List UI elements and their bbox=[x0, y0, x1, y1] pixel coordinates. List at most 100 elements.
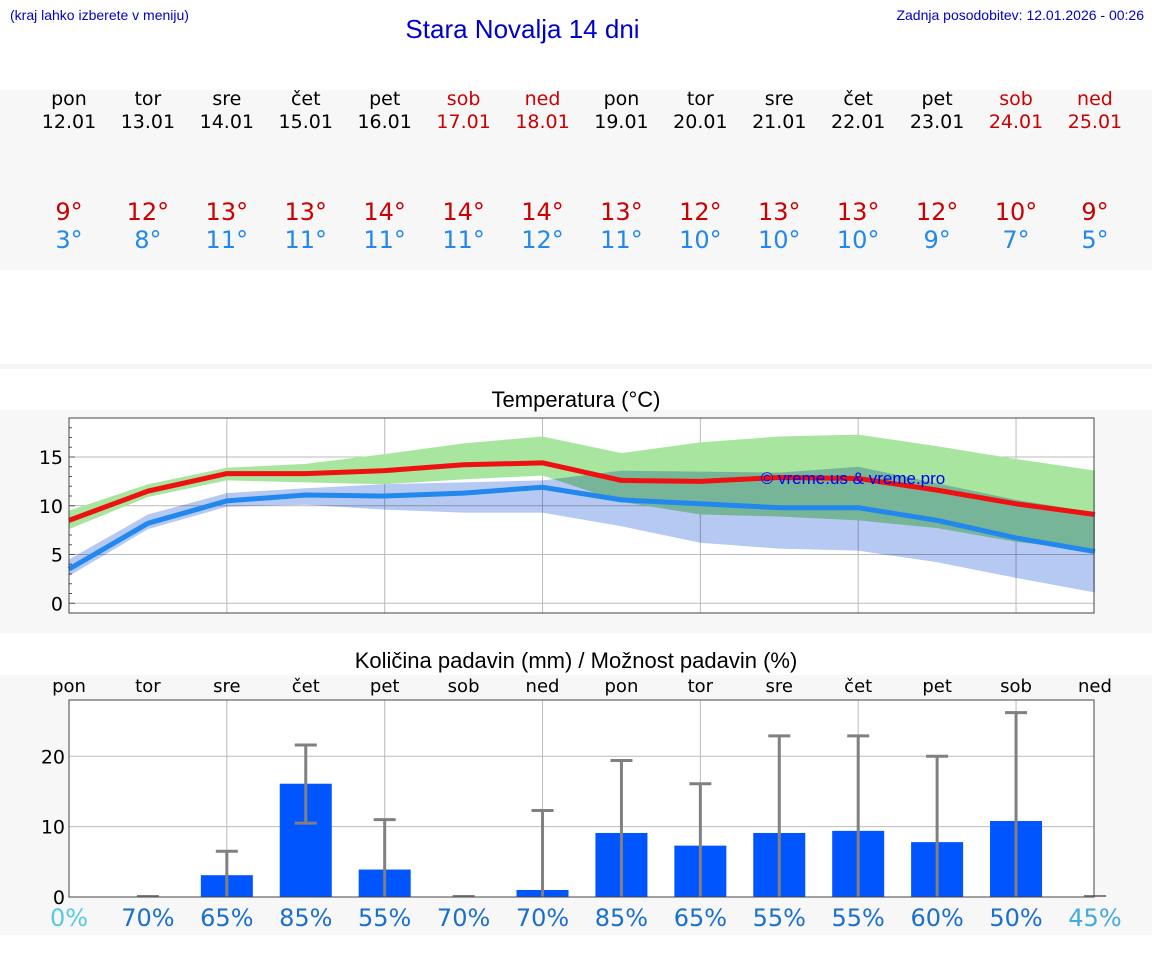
precip-whisker bbox=[689, 782, 712, 897]
precip-day-label: sob bbox=[447, 676, 480, 697]
precip-whisker bbox=[531, 808, 554, 897]
day-name: sob bbox=[999, 88, 1033, 110]
day-name: tor bbox=[134, 88, 162, 110]
temperature-chart-title: Temperatura (°C) bbox=[491, 387, 661, 412]
daily-forecast-strip bbox=[0, 90, 1152, 270]
y-tick-label: 10 bbox=[41, 817, 65, 839]
precip-day-label: pon bbox=[52, 676, 86, 697]
temp-min: 10° bbox=[679, 226, 722, 254]
y-tick-label: 0 bbox=[51, 593, 63, 615]
day-date: 18.01 bbox=[515, 111, 570, 133]
temp-max: 13° bbox=[205, 198, 249, 226]
temp-max: 14° bbox=[442, 198, 485, 226]
precip-probability: 65% bbox=[200, 904, 254, 932]
plot-frame bbox=[68, 699, 1095, 898]
min-range-band bbox=[69, 466, 1095, 593]
precip-probability: 70% bbox=[436, 904, 491, 932]
precip-probability: 70% bbox=[515, 904, 570, 932]
day-name: pet bbox=[921, 88, 953, 110]
temp-max: 9° bbox=[55, 198, 83, 226]
precip-day-label: sre bbox=[213, 676, 241, 697]
temp-min: 11° bbox=[284, 226, 328, 254]
precipitation-chart: 0 10 20 bbox=[41, 699, 1106, 909]
day-date: 13.01 bbox=[120, 111, 176, 133]
day-date: 21.01 bbox=[752, 111, 807, 133]
temp-min: 11° bbox=[600, 226, 643, 254]
day-date: 17.01 bbox=[436, 111, 491, 133]
precip-day-label: pet bbox=[922, 676, 952, 697]
day-date: 23.01 bbox=[909, 111, 965, 133]
day-name: sob bbox=[446, 88, 481, 110]
precip-day-label: čet bbox=[291, 676, 320, 697]
precip-whisker bbox=[294, 743, 317, 825]
temp-min: 10° bbox=[757, 226, 801, 254]
temp-min: 9° bbox=[923, 226, 951, 254]
location-menu-hint: (kraj lahko izberete v meniju) bbox=[10, 7, 189, 23]
precip-probability: 85% bbox=[279, 904, 333, 932]
precip-day-label: sob bbox=[1000, 676, 1032, 697]
precip-probability: 50% bbox=[989, 904, 1043, 932]
separator bbox=[0, 364, 1152, 369]
precip-probability: 55% bbox=[752, 904, 806, 932]
temp-min: 11° bbox=[442, 226, 485, 254]
day-name: pon bbox=[603, 88, 640, 110]
precip-whisker bbox=[926, 754, 949, 897]
page-title: Stara Novalja 14 dni bbox=[405, 14, 640, 44]
y-tick-label: 15 bbox=[39, 447, 63, 469]
day-date: 15.01 bbox=[278, 111, 333, 133]
precip-probability: 45% bbox=[1068, 904, 1122, 932]
temp-max: 12° bbox=[126, 198, 170, 226]
day-date: 16.01 bbox=[357, 111, 412, 133]
day-date: 24.01 bbox=[988, 111, 1044, 133]
day-name: tor bbox=[686, 88, 714, 110]
precip-day-label: tor bbox=[687, 676, 714, 697]
temp-min: 3° bbox=[55, 226, 83, 254]
plot-frame bbox=[68, 417, 1095, 614]
temp-min: 11° bbox=[205, 226, 249, 254]
y-tick-label: 5 bbox=[51, 545, 63, 567]
temp-min: 7° bbox=[1002, 226, 1030, 254]
precip-day-label: ned bbox=[1077, 676, 1112, 697]
precip-probability: 70% bbox=[121, 904, 175, 932]
temp-min: 5° bbox=[1081, 226, 1109, 254]
temp-max: 13° bbox=[284, 198, 328, 226]
day-name: pet bbox=[369, 88, 401, 110]
last-update: Zadnja posodobitev: 12.01.2026 - 00:26 bbox=[896, 7, 1144, 23]
day-date: 20.01 bbox=[673, 111, 728, 133]
precip-probability: 60% bbox=[910, 904, 964, 932]
temperature-chart: 0 5 10 15 © vreme.us & vreme.pro bbox=[39, 417, 1096, 615]
precip-day-label: ned bbox=[525, 676, 560, 697]
precip-probability: 55% bbox=[831, 904, 885, 932]
temp-max: 9° bbox=[1081, 198, 1109, 226]
precip-day-label: tor bbox=[135, 676, 161, 697]
temp-max: 13° bbox=[600, 198, 643, 226]
precip-whisker bbox=[768, 734, 791, 897]
precip-probability: 65% bbox=[673, 904, 728, 932]
day-date: 14.01 bbox=[199, 111, 255, 133]
day-date: 25.01 bbox=[1067, 111, 1123, 133]
temp-min: 8° bbox=[134, 226, 162, 254]
watermark: © vreme.us & vreme.pro bbox=[761, 469, 945, 488]
precip-probability: 55% bbox=[358, 904, 412, 932]
day-date: 19.01 bbox=[594, 111, 649, 133]
min-temp-line bbox=[67, 484, 1096, 572]
precip-day-label: sre bbox=[765, 676, 793, 697]
temp-max: 14° bbox=[521, 198, 564, 226]
precip-whisker bbox=[610, 759, 633, 897]
day-name: čet bbox=[290, 88, 321, 110]
y-tick-label: 0 bbox=[53, 887, 65, 909]
range-bands bbox=[69, 434, 1095, 593]
precip-day-label: pon bbox=[604, 676, 639, 697]
day-name: ned bbox=[1077, 88, 1113, 110]
day-name: sre bbox=[764, 88, 794, 110]
day-name: sre bbox=[212, 88, 242, 110]
temp-max: 10° bbox=[994, 198, 1038, 226]
temp-min: 12° bbox=[521, 226, 564, 254]
precip-day-label: pet bbox=[369, 676, 400, 697]
temp-max: 13° bbox=[836, 198, 880, 226]
max-temp-line bbox=[68, 460, 1096, 523]
day-name: čet bbox=[843, 88, 873, 110]
precip-probability: 85% bbox=[594, 904, 649, 932]
temp-min: 10° bbox=[836, 226, 880, 254]
temp-max: 14° bbox=[363, 198, 406, 226]
